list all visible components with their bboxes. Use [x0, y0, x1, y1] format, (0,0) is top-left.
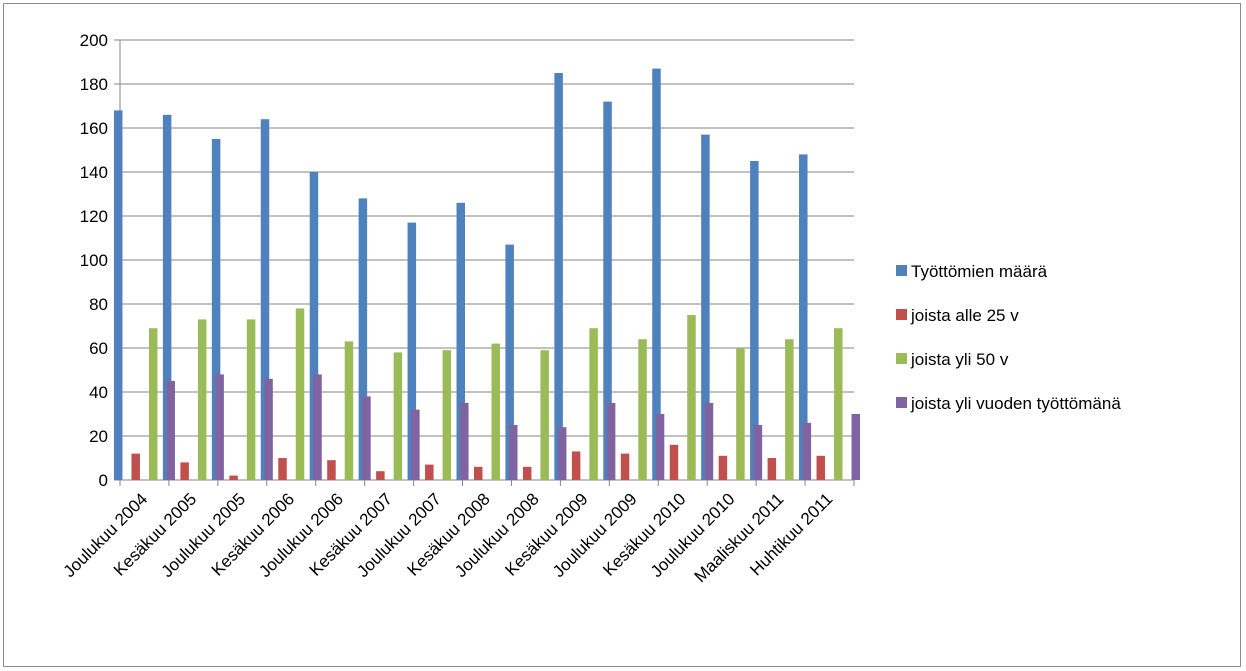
- bar: [701, 134, 710, 480]
- legend-swatch: [896, 397, 907, 408]
- bar: [456, 202, 465, 481]
- bar: [767, 458, 777, 480]
- y-tick-label: 180: [80, 75, 108, 94]
- x-tick-label: Maaliskuu 2011: [691, 489, 788, 586]
- bar: [425, 464, 434, 480]
- bar: [655, 414, 665, 480]
- bar: [442, 350, 452, 480]
- x-tick-label: Joulukuu 2006: [255, 489, 347, 581]
- bar: [799, 154, 808, 480]
- bars: [113, 68, 861, 481]
- bar: [327, 460, 336, 480]
- x-tick-label: Joulukuu 2008: [451, 489, 543, 581]
- bar: [589, 328, 598, 480]
- bar: [603, 101, 612, 480]
- y-tick-label: 100: [80, 251, 108, 270]
- y-tick-label: 60: [89, 339, 108, 358]
- bar: [260, 119, 270, 480]
- bar: [474, 466, 483, 480]
- x-tick-label: Joulukuu 2009: [549, 489, 641, 581]
- bar: [162, 114, 172, 481]
- bar: [166, 381, 175, 480]
- bar: [802, 422, 812, 480]
- y-tick-label: 0: [99, 471, 108, 490]
- bar: [491, 343, 500, 480]
- bar: [851, 414, 861, 480]
- bar: [505, 244, 514, 480]
- bar: [362, 396, 371, 480]
- bar: [638, 339, 647, 480]
- bar: [180, 462, 189, 480]
- y-tick-labels: 0 20 40 60 80 100 120 140 160 180 200: [80, 31, 108, 490]
- bar: [313, 374, 322, 480]
- bar: [816, 455, 826, 480]
- legend-swatch: [896, 309, 907, 320]
- bar: [197, 319, 207, 480]
- gridlines: [120, 39, 854, 437]
- bar: [131, 453, 140, 480]
- bar: [407, 222, 417, 480]
- bar: [393, 352, 403, 480]
- y-tick-label: 20: [89, 427, 108, 446]
- legend-label: joista yli vuoden työttömänä: [910, 394, 1121, 413]
- bar: [652, 68, 661, 480]
- bar: [704, 403, 714, 480]
- legend: Työttömien määrä joista alle 25 v joista y…: [896, 262, 1121, 413]
- x-tick-label: Joulukuu 2010: [647, 489, 739, 581]
- y-tick-label: 80: [89, 295, 108, 314]
- y-tick-label: 120: [80, 207, 108, 226]
- y-tick-label: 160: [80, 119, 108, 138]
- legend-label: joista yli 50 v: [910, 350, 1009, 369]
- legend-label: joista alle 25 v: [910, 306, 1019, 325]
- legend-label: Työttömien määrä: [911, 262, 1048, 281]
- bar: [460, 403, 469, 480]
- bar: [753, 425, 763, 480]
- bar: [309, 172, 319, 480]
- bar: [571, 451, 581, 480]
- bar: [411, 409, 420, 480]
- bar: [540, 350, 549, 480]
- chart-frame: [3, 3, 1241, 667]
- bar: [211, 139, 221, 480]
- bar: [215, 374, 224, 480]
- bar: [264, 378, 273, 480]
- bar: [687, 315, 696, 480]
- y-tick-label: 200: [80, 31, 108, 50]
- bar: [148, 328, 158, 480]
- bar: [522, 466, 532, 480]
- y-tick-label: 40: [89, 383, 108, 402]
- bar: [785, 339, 794, 480]
- bar: [229, 475, 238, 480]
- bar: [718, 455, 728, 480]
- bar: [113, 110, 123, 481]
- bar: [620, 453, 630, 480]
- bar: [669, 444, 679, 480]
- x-tick-label: Joulukuu 2007: [353, 489, 445, 581]
- legend-swatch: [896, 265, 907, 276]
- bar: [278, 458, 287, 480]
- bar: [358, 198, 368, 480]
- legend-swatch: [896, 353, 907, 364]
- bar: [295, 308, 305, 480]
- x-tick-label: Joulukuu 2004: [60, 489, 152, 581]
- x-tick-label: Joulukuu 2005: [158, 489, 250, 581]
- bar: [509, 425, 518, 480]
- bar: [736, 348, 745, 480]
- y-tick-label: 140: [80, 163, 108, 182]
- bar: [344, 341, 354, 480]
- bar: [606, 403, 616, 480]
- bar: [246, 319, 256, 480]
- bar: [376, 471, 385, 480]
- bar: [554, 73, 563, 480]
- bar: [557, 427, 567, 480]
- bar: [834, 328, 843, 480]
- bar: [750, 161, 759, 480]
